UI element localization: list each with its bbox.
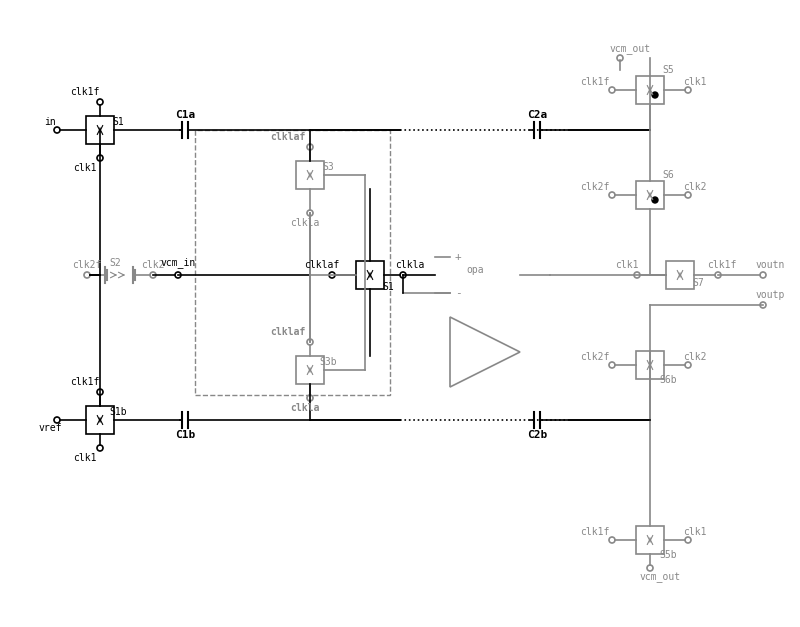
Bar xyxy=(636,181,664,209)
Text: clk1: clk1 xyxy=(74,453,97,463)
Bar xyxy=(636,351,664,379)
Text: clk1: clk1 xyxy=(683,77,706,87)
Bar xyxy=(636,76,664,104)
Text: clk1: clk1 xyxy=(615,260,638,270)
Text: clk2: clk2 xyxy=(683,182,706,192)
Bar xyxy=(86,116,114,144)
Text: clk2: clk2 xyxy=(142,260,165,270)
Text: S3b: S3b xyxy=(319,357,337,367)
Text: clk2f: clk2f xyxy=(72,260,102,270)
Text: clk1: clk1 xyxy=(74,163,97,173)
Text: clk1f: clk1f xyxy=(580,77,610,87)
Bar xyxy=(666,261,694,289)
Text: vcm_out: vcm_out xyxy=(610,45,650,55)
Bar xyxy=(86,406,114,434)
Text: S1: S1 xyxy=(382,282,394,292)
Text: vcm_in: vcm_in xyxy=(160,258,196,268)
Circle shape xyxy=(652,197,658,203)
Bar xyxy=(636,526,664,554)
Text: vref: vref xyxy=(38,423,62,433)
Text: opa: opa xyxy=(466,265,484,275)
Text: clk1f: clk1f xyxy=(70,377,100,387)
Text: in: in xyxy=(44,117,56,127)
Text: clk1f: clk1f xyxy=(70,87,100,97)
Text: -: - xyxy=(454,288,462,298)
Text: S5: S5 xyxy=(662,65,674,75)
Text: clk2: clk2 xyxy=(683,352,706,362)
Text: clklaf: clklaf xyxy=(270,327,306,337)
Text: clk2f: clk2f xyxy=(580,352,610,362)
Text: S2: S2 xyxy=(109,258,121,268)
Text: clkla: clkla xyxy=(395,260,425,270)
Text: vcm_out: vcm_out xyxy=(639,573,681,583)
Circle shape xyxy=(652,92,658,98)
Text: C1b: C1b xyxy=(175,430,195,440)
Text: clkla: clkla xyxy=(290,218,320,228)
Bar xyxy=(296,161,324,189)
Text: S6b: S6b xyxy=(659,375,677,385)
Text: S1: S1 xyxy=(112,117,124,127)
Bar xyxy=(356,261,384,289)
Text: clkla: clkla xyxy=(290,403,320,413)
Bar xyxy=(195,130,390,395)
Text: voutp: voutp xyxy=(755,290,785,300)
Text: C2a: C2a xyxy=(527,110,547,120)
Text: S7: S7 xyxy=(692,278,704,288)
Text: S6: S6 xyxy=(662,170,674,180)
Text: voutn: voutn xyxy=(755,260,785,270)
Text: S3: S3 xyxy=(322,162,334,172)
Text: clk1: clk1 xyxy=(683,527,706,537)
Text: clk2f: clk2f xyxy=(580,182,610,192)
Text: S5b: S5b xyxy=(659,550,677,560)
Bar xyxy=(296,356,324,384)
Text: +: + xyxy=(454,252,462,262)
Text: clklaf: clklaf xyxy=(304,260,340,270)
Text: S1b: S1b xyxy=(109,407,127,417)
Text: clk1f: clk1f xyxy=(580,527,610,537)
Text: clk1f: clk1f xyxy=(707,260,737,270)
Text: C1a: C1a xyxy=(175,110,195,120)
Text: clklaf: clklaf xyxy=(270,132,306,142)
Text: C2b: C2b xyxy=(527,430,547,440)
